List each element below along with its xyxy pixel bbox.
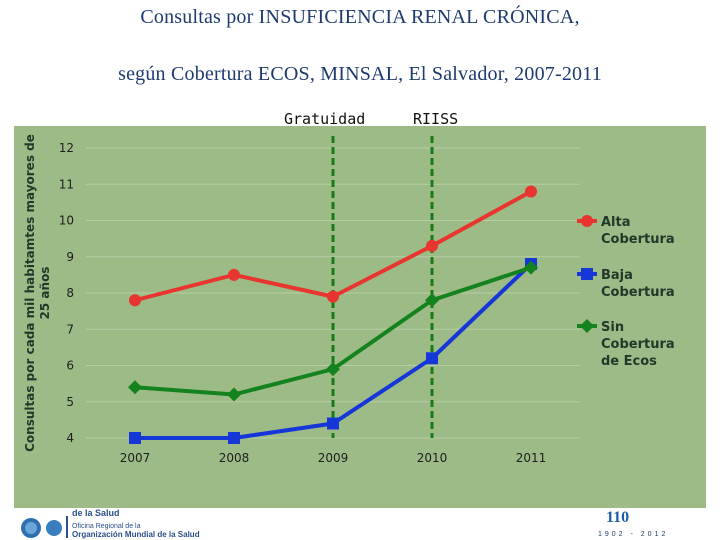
y-tick-label: 6 (66, 359, 74, 373)
title-line-1: Consultas por INSUFICIENCIA RENAL CRÓNIC… (140, 6, 580, 28)
logo-text-3: Organización Mundial de la Salud (72, 530, 200, 539)
legend-label: Cobertura (601, 337, 675, 352)
data-point (227, 387, 241, 402)
legend-marker (580, 319, 594, 333)
data-point (524, 260, 538, 275)
data-point (129, 432, 141, 444)
legend-marker (581, 268, 593, 280)
anniversary-logo: 110 1902 - 2012 (598, 509, 668, 538)
y-tick-label: 8 (66, 286, 74, 300)
title-line-2: según Cobertura ECOS, MINSAL, El Salvado… (118, 63, 602, 85)
y-tick-label: 12 (59, 141, 74, 155)
x-tick-label: 2011 (516, 451, 547, 465)
y-tick-label: 7 (66, 322, 74, 336)
data-point (327, 417, 339, 430)
y-axis-title: Consultas por cada mil habitamtes mayore… (23, 134, 37, 452)
y-tick-label: 5 (66, 395, 74, 409)
data-point (426, 239, 438, 252)
chart-panel: 4 5 6 7 8 9 10 11 12 2007 2008 2009 2010 2011 Consulta… (14, 126, 706, 508)
legend-label: de Ecos (601, 354, 657, 369)
data-point (326, 362, 340, 377)
anniversary-number: 110 (606, 509, 629, 526)
anniversary-years: 1902 - 2012 (598, 531, 668, 538)
y-tick-label: 9 (66, 250, 74, 264)
y-tick-label: 10 (59, 214, 74, 228)
riiss-marker-label: RIISS (413, 110, 459, 128)
gratuidad-marker-label: Gratuidad (284, 110, 366, 128)
data-point (525, 185, 537, 198)
legend-label: Baja (601, 268, 633, 283)
legend-label: Sin (601, 320, 624, 335)
logo-text-2: Oficina Regional de la (72, 523, 141, 530)
logo-text-1: de la Salud (72, 508, 120, 518)
data-point (228, 268, 240, 281)
data-point (128, 380, 142, 395)
legend-marker (581, 215, 593, 227)
data-point (327, 290, 339, 303)
legend-label: Alta (601, 215, 631, 230)
legend-label: Cobertura (601, 285, 675, 300)
y-tick-label: 4 (66, 431, 74, 445)
data-point (129, 294, 141, 307)
data-point (425, 293, 439, 308)
ops-oms-logo: de la Salud Oficina Regional de la Organ… (21, 508, 200, 539)
x-tick-label: 2007 (120, 451, 151, 465)
legend-label: Cobertura (601, 232, 675, 247)
data-point (426, 352, 438, 365)
x-tick-label: 2010 (417, 451, 448, 465)
line-chart: 4 5 6 7 8 9 10 11 12 2007 2008 2009 2010 2011 Consulta… (23, 134, 675, 465)
emblem-icon (46, 520, 62, 536)
y-tick-label: 11 (59, 177, 74, 191)
y-axis-title: 25 años (38, 267, 52, 320)
data-point (228, 432, 240, 444)
x-tick-label: 2008 (219, 451, 250, 465)
x-tick-label: 2009 (318, 451, 349, 465)
